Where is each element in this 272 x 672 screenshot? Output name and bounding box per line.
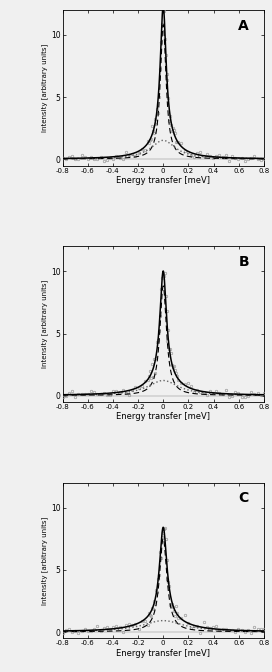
X-axis label: Energy transfer [meV]: Energy transfer [meV] [116, 648, 210, 658]
Y-axis label: Intensity [arbitrary units]: Intensity [arbitrary units] [41, 44, 48, 132]
Text: C: C [239, 491, 249, 505]
X-axis label: Energy transfer [meV]: Energy transfer [meV] [116, 412, 210, 421]
X-axis label: Energy transfer [meV]: Energy transfer [meV] [116, 176, 210, 185]
Text: A: A [238, 19, 249, 33]
Y-axis label: Intensity [arbitrary units]: Intensity [arbitrary units] [41, 280, 48, 368]
Y-axis label: Intensity [arbitrary units]: Intensity [arbitrary units] [41, 517, 48, 605]
Text: B: B [238, 255, 249, 269]
